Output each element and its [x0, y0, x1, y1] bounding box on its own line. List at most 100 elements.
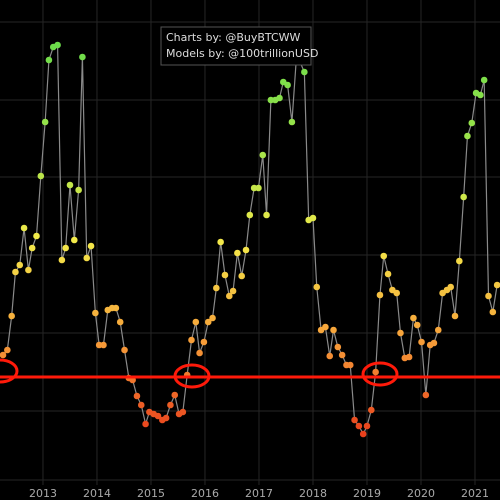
data-point [142, 420, 149, 428]
data-point [372, 368, 379, 376]
data-point [451, 312, 459, 320]
highlight-circle [0, 358, 19, 384]
data-point [75, 186, 82, 194]
data-point [79, 53, 86, 61]
data-point [301, 68, 308, 76]
data-point [45, 56, 53, 64]
annotation: Charts by: @BuyBTCWW [166, 31, 301, 44]
data-point [255, 184, 262, 192]
data-point [234, 249, 241, 257]
data-point [326, 352, 334, 360]
data-point [330, 326, 337, 334]
data-point [213, 284, 220, 292]
data-point [418, 338, 425, 346]
data-point [25, 266, 32, 274]
data-point [468, 119, 476, 127]
data-point [217, 238, 224, 246]
data-point [225, 292, 233, 300]
data-point [480, 76, 488, 84]
x-tick-label: 2016 [191, 487, 219, 500]
data-point [209, 314, 216, 322]
data-point [263, 211, 270, 219]
data-point [338, 351, 346, 359]
x-tick-label: 2018 [299, 487, 327, 500]
data-point [393, 289, 400, 297]
data-point [259, 151, 267, 159]
data-point [368, 406, 375, 414]
data-point [229, 287, 237, 295]
data-point [8, 312, 15, 320]
data-point [62, 244, 69, 252]
data-point [246, 211, 254, 219]
data-point [192, 318, 200, 326]
data-point [83, 254, 91, 262]
data-point [322, 323, 329, 331]
data-point [363, 422, 371, 430]
data-point [434, 326, 442, 334]
data-point [196, 349, 203, 357]
plot [0, 41, 500, 438]
data-point [0, 351, 7, 359]
data-point [87, 242, 95, 250]
data-point [16, 261, 24, 269]
data-point [284, 81, 291, 89]
data-point [430, 339, 438, 347]
highlight-circle [173, 363, 211, 389]
data-point [204, 318, 212, 326]
data-point [171, 391, 179, 399]
x-tick-label: 2013 [29, 487, 57, 500]
annotation-layer [0, 358, 500, 389]
data-point [405, 353, 413, 361]
data-point [37, 172, 45, 180]
data-point [447, 283, 454, 291]
highlight-circle [361, 361, 399, 387]
legend-box: Charts by: @BuyBTCWW Models by: @100tril… [160, 26, 318, 66]
x-tick-label: 2015 [137, 487, 165, 500]
data-point [20, 224, 28, 232]
data-point [4, 346, 11, 354]
data-point [112, 304, 120, 312]
data-point [477, 91, 484, 99]
data-point [376, 291, 384, 299]
data-point [221, 271, 229, 279]
data-point [137, 401, 145, 409]
data-point [351, 416, 358, 424]
data-point [355, 422, 363, 430]
data-point [188, 336, 195, 344]
x-tick-label: 2019 [353, 487, 381, 500]
data-point [116, 318, 124, 326]
data-point [489, 308, 497, 316]
data-point [276, 94, 283, 102]
data-point [133, 392, 141, 400]
x-tick-label: 2014 [83, 487, 111, 500]
data-point [54, 41, 61, 49]
data-point [33, 232, 40, 240]
data-point [422, 391, 430, 399]
vertical-grid [42, 0, 476, 485]
data-point [410, 314, 417, 322]
legend-frame [160, 26, 312, 66]
data-point [359, 430, 367, 438]
data-point [58, 256, 66, 264]
data-point [238, 272, 246, 280]
data-point [41, 118, 49, 126]
data-point [66, 181, 74, 189]
data-point [456, 257, 463, 265]
data-point [485, 292, 492, 300]
data-point [92, 309, 99, 317]
data-point [309, 214, 317, 222]
data-point [71, 236, 78, 244]
data-point [288, 118, 296, 126]
data-point [200, 338, 208, 346]
data-point [28, 244, 36, 252]
data-point [334, 343, 342, 351]
data-point [100, 341, 107, 349]
data-point [346, 361, 354, 369]
annotation: Models by: @100trillionUSD [166, 47, 318, 60]
data-point [167, 401, 174, 409]
data-point [179, 408, 187, 416]
x-tick-label: 2021 [461, 487, 489, 500]
data-point [384, 270, 392, 278]
